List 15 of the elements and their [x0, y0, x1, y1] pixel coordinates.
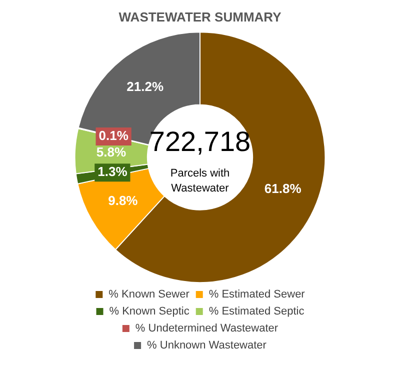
text: 722,718	[149, 126, 251, 158]
legend-label: % Estimated Sewer	[208, 288, 306, 301]
data-label: 21.2%	[126, 78, 164, 94]
text: Parcels with Wastewater	[170, 167, 230, 194]
legend-label: % Known Sewer	[108, 288, 190, 301]
legend-label: % Undetermined Wastewater	[135, 322, 278, 335]
legend-label: % Unknown Wastewater	[147, 340, 267, 352]
legend-label: % Estimated Septic	[208, 306, 305, 318]
data-label: 5.8%	[96, 144, 126, 160]
chart-title: WASTEWATER SUMMARY	[118, 9, 282, 24]
data-label: 61.8%	[264, 181, 302, 196]
data-label: 1.3%	[98, 164, 128, 180]
data-label: 0.1%	[98, 128, 129, 144]
legend-label: % Known Septic	[109, 306, 190, 318]
data-label: 9.8%	[108, 193, 138, 208]
